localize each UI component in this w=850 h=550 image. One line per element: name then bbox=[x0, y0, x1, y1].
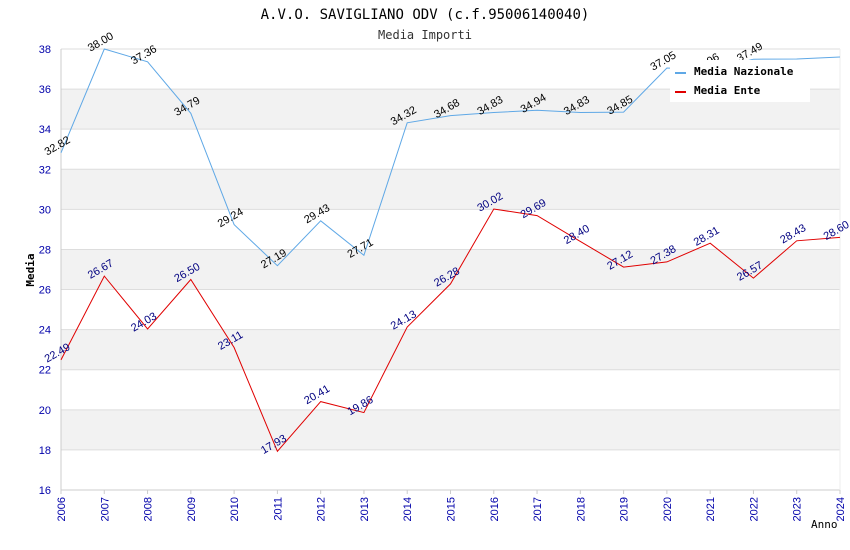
y-tick-18: 18 bbox=[39, 445, 51, 457]
label-ente-2023: 28.43 bbox=[778, 222, 808, 246]
x-tick-2007: 2007 bbox=[99, 497, 111, 521]
y-tick-labels: 16 18 20 22 24 26 28 30 32 34 36 38 bbox=[39, 44, 51, 497]
y-axis-label: Media bbox=[24, 253, 37, 286]
x-tick-2009: 2009 bbox=[186, 497, 198, 521]
legend-label-nazionale: Media Nazionale bbox=[694, 65, 794, 78]
band-18 bbox=[61, 409, 840, 450]
x-axis-label: Anno bbox=[811, 518, 838, 531]
band-26 bbox=[61, 249, 840, 290]
x-tick-2013: 2013 bbox=[359, 497, 371, 521]
x-tick-2011: 2011 bbox=[272, 497, 284, 521]
x-tick-2017: 2017 bbox=[532, 497, 544, 521]
x-tick-2016: 2016 bbox=[489, 497, 501, 521]
axes bbox=[60, 49, 841, 494]
y-tick-36: 36 bbox=[39, 84, 51, 96]
y-tick-34: 34 bbox=[39, 124, 51, 136]
y-tick-28: 28 bbox=[39, 244, 51, 256]
grid-lines bbox=[61, 48, 840, 491]
x-tick-2006: 2006 bbox=[56, 497, 68, 521]
legend: Media Nazionale Media Ente bbox=[670, 60, 810, 102]
series-line-media-ente bbox=[60, 208, 841, 453]
x-tick-2022: 2022 bbox=[748, 497, 760, 521]
y-tick-22: 22 bbox=[39, 365, 51, 377]
x-tick-2010: 2010 bbox=[229, 497, 241, 521]
chart-title: A.V.O. SAVIGLIANO ODV (c.f.95006140040) bbox=[261, 7, 590, 23]
y-tick-30: 30 bbox=[39, 204, 51, 216]
label-nazionale-2006: 32.82 bbox=[43, 134, 73, 158]
label-ente-2024: 28.60 bbox=[822, 219, 850, 243]
x-tick-2008: 2008 bbox=[143, 497, 155, 521]
band-22 bbox=[61, 329, 840, 370]
y-tick-16: 16 bbox=[39, 485, 51, 497]
x-tick-2018: 2018 bbox=[575, 497, 587, 521]
label-ente-2014: 24.13 bbox=[389, 308, 419, 332]
label-nazionale-2008: 37.36 bbox=[129, 43, 159, 67]
x-tick-2023: 2023 bbox=[792, 497, 804, 521]
y-tick-20: 20 bbox=[39, 405, 51, 417]
x-tick-labels: 2006 2007 2008 2009 2010 2011 2012 2013 2014 2015… bbox=[56, 497, 847, 521]
x-tick-2024: 2024 bbox=[835, 497, 847, 521]
chart-subtitle: Media Importi bbox=[378, 28, 472, 42]
legend-label-ente: Media Ente bbox=[694, 84, 761, 97]
y-tick-24: 24 bbox=[39, 325, 51, 337]
y-tick-38: 38 bbox=[39, 44, 51, 56]
x-tick-2019: 2019 bbox=[619, 497, 631, 521]
label-ente-2018: 28.40 bbox=[562, 223, 592, 247]
legend-box bbox=[670, 60, 810, 102]
y-tick-26: 26 bbox=[39, 285, 51, 297]
x-tick-2021: 2021 bbox=[705, 497, 717, 521]
x-tick-2015: 2015 bbox=[446, 497, 458, 521]
background-bands bbox=[61, 89, 840, 450]
x-tick-2020: 2020 bbox=[662, 497, 674, 521]
x-tick-2014: 2014 bbox=[402, 497, 414, 521]
x-tick-2012: 2012 bbox=[316, 497, 328, 521]
band-30 bbox=[61, 169, 840, 210]
y-tick-32: 32 bbox=[39, 164, 51, 176]
